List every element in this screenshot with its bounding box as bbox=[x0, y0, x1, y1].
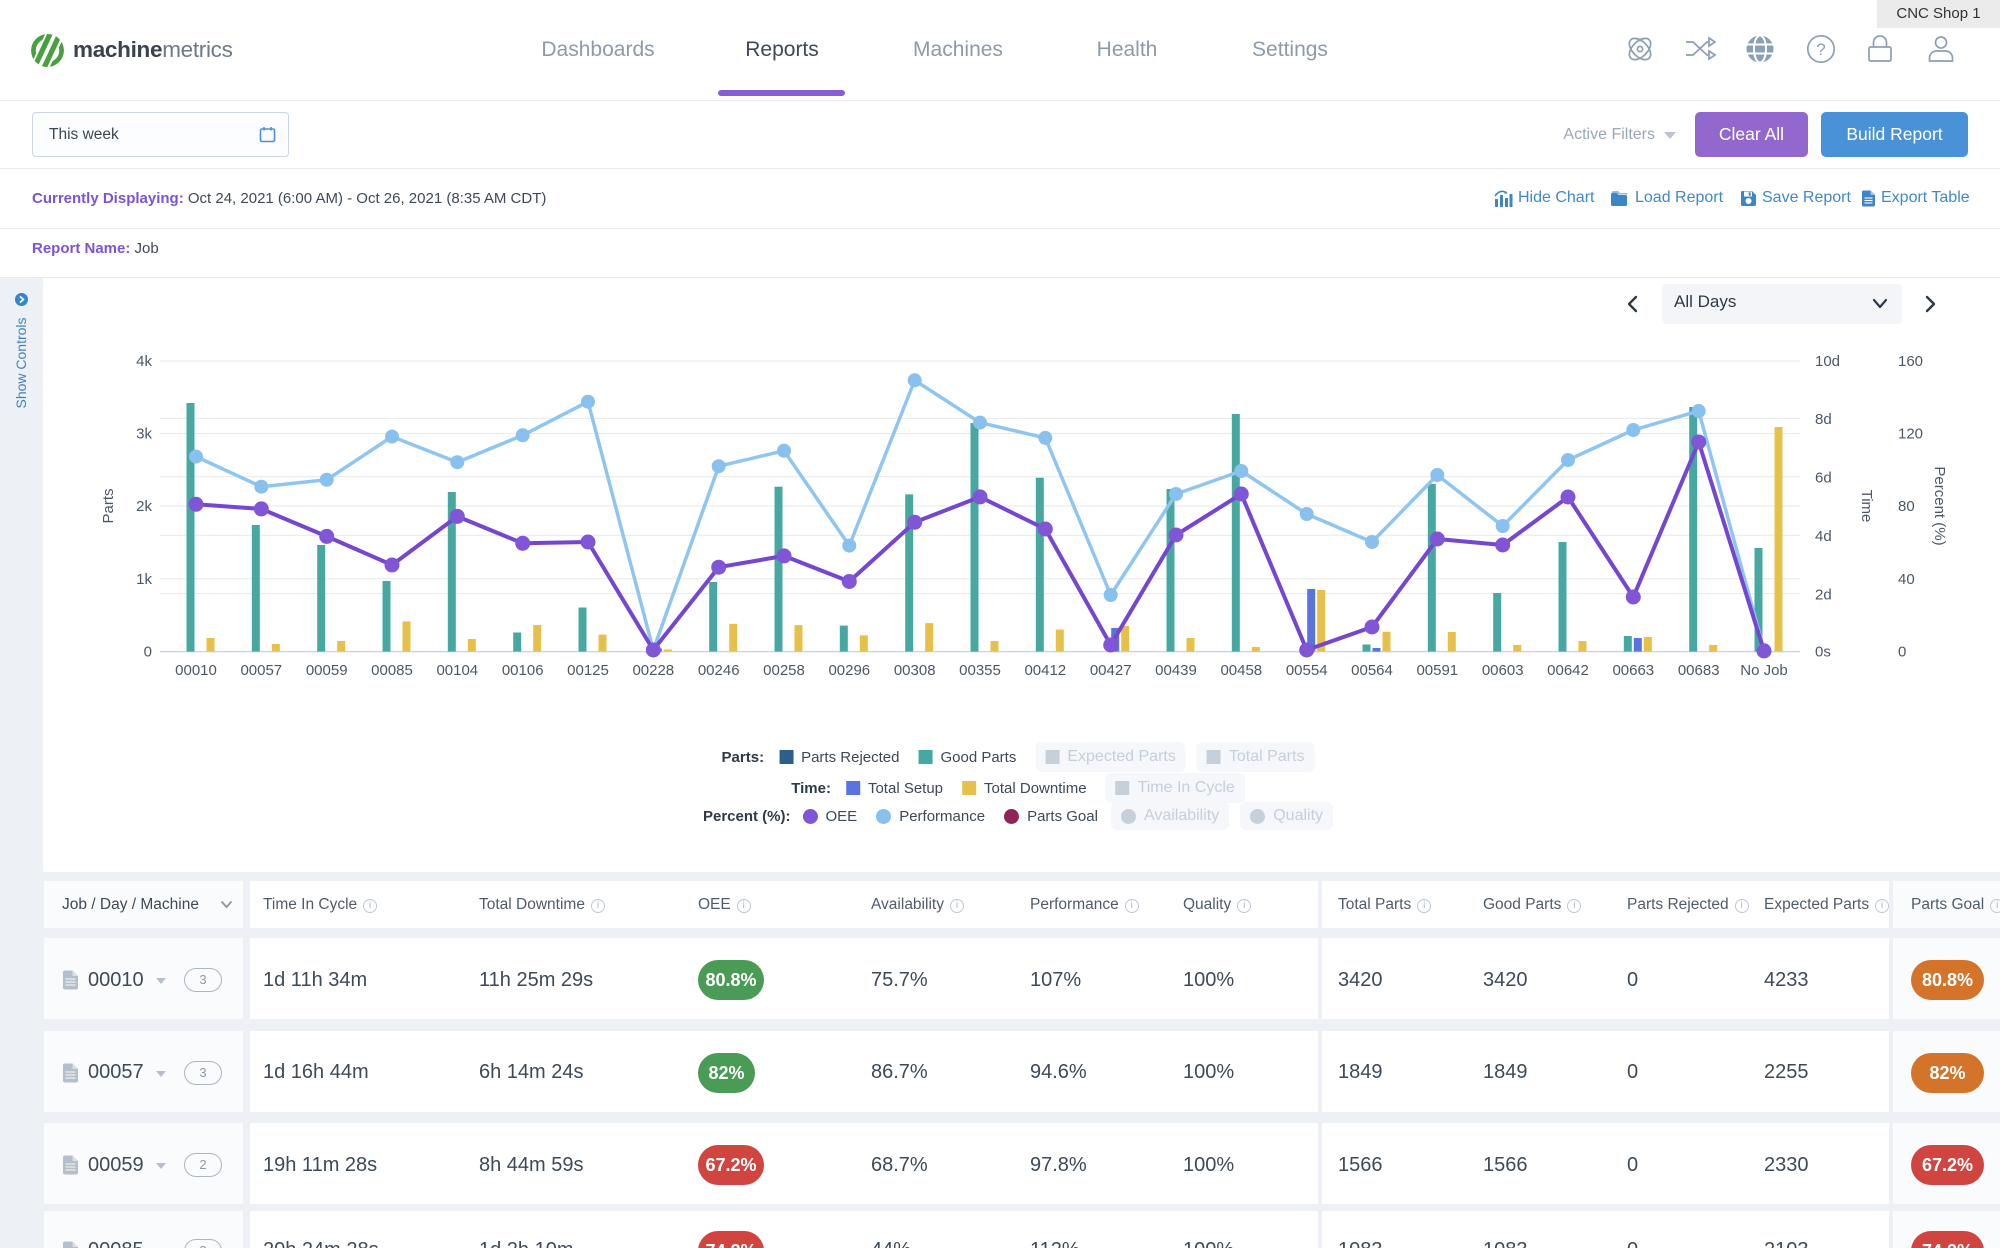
svg-text:Parts: Parts bbox=[100, 488, 117, 523]
svg-text:4k: 4k bbox=[136, 353, 152, 370]
svg-text:0: 0 bbox=[1898, 644, 1906, 661]
svg-text:00427: 00427 bbox=[1090, 662, 1132, 679]
svg-text:00663: 00663 bbox=[1612, 662, 1654, 679]
svg-text:00554: 00554 bbox=[1286, 662, 1328, 679]
svg-text:00642: 00642 bbox=[1547, 662, 1589, 679]
svg-text:0: 0 bbox=[144, 644, 152, 661]
svg-text:6d: 6d bbox=[1815, 470, 1832, 487]
svg-text:160: 160 bbox=[1898, 353, 1923, 370]
svg-text:00258: 00258 bbox=[763, 662, 805, 679]
svg-text:00057: 00057 bbox=[240, 662, 282, 679]
svg-text:00010: 00010 bbox=[175, 662, 217, 679]
svg-text:00439: 00439 bbox=[1155, 662, 1197, 679]
svg-text:3k: 3k bbox=[136, 426, 152, 443]
svg-text:?: ? bbox=[1816, 40, 1825, 59]
svg-text:0s: 0s bbox=[1815, 644, 1831, 661]
svg-text:00683: 00683 bbox=[1678, 662, 1720, 679]
svg-text:1k: 1k bbox=[136, 571, 152, 588]
svg-text:00104: 00104 bbox=[436, 662, 478, 679]
svg-text:10d: 10d bbox=[1815, 353, 1840, 370]
svg-text:00355: 00355 bbox=[959, 662, 1001, 679]
svg-text:00106: 00106 bbox=[502, 662, 544, 679]
svg-text:00591: 00591 bbox=[1416, 662, 1458, 679]
svg-text:80: 80 bbox=[1898, 498, 1915, 515]
svg-text:00228: 00228 bbox=[632, 662, 674, 679]
svg-text:2k: 2k bbox=[136, 498, 152, 515]
svg-text:120: 120 bbox=[1898, 426, 1923, 443]
svg-text:00296: 00296 bbox=[828, 662, 870, 679]
svg-text:00458: 00458 bbox=[1220, 662, 1262, 679]
svg-text:00085: 00085 bbox=[371, 662, 413, 679]
svg-text:00564: 00564 bbox=[1351, 662, 1393, 679]
svg-text:Time: Time bbox=[1858, 490, 1875, 523]
svg-text:2d: 2d bbox=[1815, 586, 1832, 603]
svg-text:40: 40 bbox=[1898, 571, 1915, 588]
svg-text:00308: 00308 bbox=[894, 662, 936, 679]
svg-text:4d: 4d bbox=[1815, 528, 1832, 545]
svg-text:00125: 00125 bbox=[567, 662, 609, 679]
svg-text:00412: 00412 bbox=[1024, 662, 1066, 679]
svg-text:00246: 00246 bbox=[698, 662, 740, 679]
svg-text:No Job: No Job bbox=[1740, 662, 1788, 679]
svg-text:8d: 8d bbox=[1815, 411, 1832, 428]
svg-text:00059: 00059 bbox=[306, 662, 348, 679]
svg-text:Percent (%): Percent (%) bbox=[1931, 466, 1948, 545]
svg-text:00603: 00603 bbox=[1482, 662, 1524, 679]
